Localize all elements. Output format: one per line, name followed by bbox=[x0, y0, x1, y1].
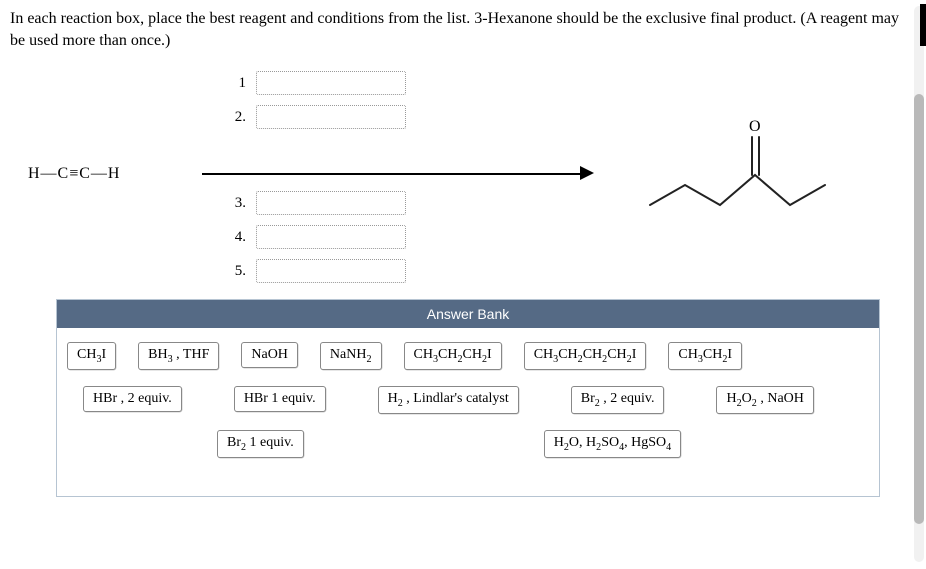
chip-br2-1eq[interactable]: Br2 1 equiv. bbox=[217, 430, 304, 458]
answer-bank-panel: Answer Bank CH3I BH3 , THF NaOH NaNH2 CH… bbox=[56, 299, 880, 496]
step-row-3: 3. bbox=[228, 191, 406, 215]
step-number-1: 1 bbox=[228, 75, 246, 92]
step-row-5: 5. bbox=[228, 259, 406, 283]
step-number-4: 4. bbox=[228, 229, 246, 246]
chip-h2-lindlar[interactable]: H2 , Lindlar's catalyst bbox=[378, 386, 519, 414]
reagent-dropzone-2[interactable] bbox=[256, 105, 406, 129]
reagent-dropzone-1[interactable] bbox=[256, 71, 406, 95]
chip-h2o-h2so4-hgso4[interactable]: H2O, H2SO4, HgSO4 bbox=[544, 430, 681, 458]
step-number-2: 2. bbox=[228, 109, 246, 126]
oxygen-label: O bbox=[749, 118, 761, 135]
reaction-arrow-line bbox=[202, 173, 582, 175]
answer-bank-title: Answer Bank bbox=[57, 300, 879, 328]
step-number-5: 5. bbox=[228, 263, 246, 280]
bank-row-2: HBr , 2 equiv. HBr 1 equiv. H2 , Lindlar… bbox=[67, 386, 869, 414]
step-row-2: 2. bbox=[228, 105, 406, 129]
product-structure: O bbox=[640, 115, 890, 225]
reaction-scheme: H—C≡C—H 1 2. 3. 4. 5. O bbox=[0, 65, 926, 285]
chip-naoh[interactable]: NaOH bbox=[241, 342, 298, 368]
chip-h2o2-naoh[interactable]: H2O2 , NaOH bbox=[716, 386, 813, 414]
chip-ethyl-iodide[interactable]: CH3CH2I bbox=[668, 342, 742, 370]
answer-bank-body: CH3I BH3 , THF NaOH NaNH2 CH3CH2CH2I CH3… bbox=[57, 328, 879, 495]
step-number-3: 3. bbox=[228, 195, 246, 212]
chip-nanh2[interactable]: NaNH2 bbox=[320, 342, 382, 370]
reagent-dropzone-3[interactable] bbox=[256, 191, 406, 215]
step-row-4: 4. bbox=[228, 225, 406, 249]
bank-row-1: CH3I BH3 , THF NaOH NaNH2 CH3CH2CH2I CH3… bbox=[67, 342, 869, 370]
step-row-1: 1 bbox=[228, 71, 406, 95]
reaction-arrow-head bbox=[580, 166, 594, 180]
vertical-scrollbar-track[interactable] bbox=[914, 6, 924, 562]
chip-hbr-2eq[interactable]: HBr , 2 equiv. bbox=[83, 386, 182, 412]
reagent-dropzone-5[interactable] bbox=[256, 259, 406, 283]
chip-bh3-thf[interactable]: BH3 , THF bbox=[138, 342, 219, 370]
instructions-text: In each reaction box, place the best rea… bbox=[0, 0, 926, 61]
chip-butyl-iodide[interactable]: CH3CH2CH2CH2I bbox=[524, 342, 647, 370]
starting-material-formula: H—C≡C—H bbox=[28, 165, 120, 183]
chip-propyl-iodide[interactable]: CH3CH2CH2I bbox=[404, 342, 502, 370]
chip-hbr-1eq[interactable]: HBr 1 equiv. bbox=[234, 386, 326, 412]
bank-row-3: Br2 1 equiv. H2O, H2SO4, HgSO4 bbox=[67, 430, 869, 458]
chip-ch3i[interactable]: CH3I bbox=[67, 342, 116, 370]
reagent-dropzone-4[interactable] bbox=[256, 225, 406, 249]
page-edge-indicator bbox=[920, 4, 926, 46]
chip-br2-2eq[interactable]: Br2 , 2 equiv. bbox=[571, 386, 665, 414]
vertical-scrollbar-thumb[interactable] bbox=[914, 94, 924, 524]
